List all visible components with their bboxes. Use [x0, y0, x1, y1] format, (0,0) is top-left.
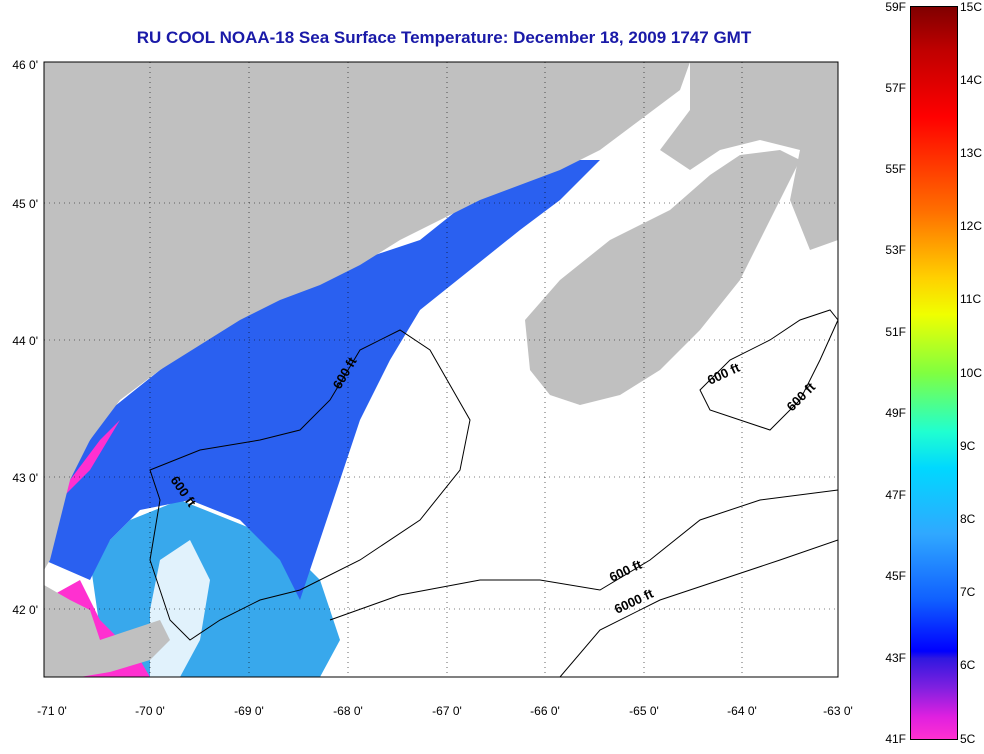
cbar-f-53: 53F	[885, 243, 906, 257]
cbar-c-15: 15C	[960, 0, 983, 14]
cbar-f-55: 55F	[885, 162, 906, 176]
x-label-71: -71 0'	[37, 704, 67, 718]
cbar-f-57: 57F	[885, 81, 906, 95]
cbar-c-9: 9C	[960, 439, 976, 453]
contour-600ft-georges	[329, 489, 838, 621]
contour-600ft-gulf	[149, 329, 471, 641]
land-maine	[44, 62, 690, 570]
x-label-63: -63 0'	[823, 704, 853, 718]
cbar-f-49: 49F	[885, 406, 906, 420]
x-label-64: -64 0'	[727, 704, 757, 718]
map-frame	[43, 61, 839, 678]
land-cape-cod	[44, 585, 170, 677]
cbar-f-45: 45F	[885, 569, 906, 583]
cbar-f-47: 47F	[885, 488, 906, 502]
y-label-45: 45 0'	[12, 197, 38, 211]
cbar-c-8: 8C	[960, 512, 976, 526]
cbar-f-59: 59F	[885, 0, 906, 14]
cbar-f-51: 51F	[885, 325, 906, 339]
cbar-c-14: 14C	[960, 73, 983, 87]
cbar-c-13: 13C	[960, 146, 983, 160]
sst-region-main	[44, 160, 600, 600]
land-new-brunswick	[660, 62, 838, 250]
cbar-c-12: 12C	[960, 219, 983, 233]
land-nova-scotia	[525, 150, 800, 405]
temperature-colorbar	[910, 6, 958, 740]
cbar-c-10: 10C	[960, 366, 983, 380]
x-label-66: -66 0'	[530, 704, 560, 718]
y-label-44: 44 0'	[12, 334, 38, 348]
cbar-c-5: 5C	[960, 732, 976, 746]
contour-6000ft	[559, 539, 838, 677]
x-label-65: -65 0'	[629, 704, 659, 718]
x-label-68: -68 0'	[333, 704, 363, 718]
cbar-f-43: 43F	[885, 651, 906, 665]
bay-of-fundy	[520, 165, 700, 300]
y-label-42: 42 0'	[12, 603, 38, 617]
cbar-c-6: 6C	[960, 658, 976, 672]
cbar-c-7: 7C	[960, 585, 976, 599]
y-label-46: 46 0'	[12, 58, 38, 72]
map-title: RU COOL NOAA-18 Sea Surface Temperature:…	[136, 28, 752, 47]
cbar-f-41: 41F	[885, 732, 906, 746]
sst-coastal-cold-2	[60, 420, 120, 500]
x-label-69: -69 0'	[234, 704, 264, 718]
cbar-c-11: 11C	[960, 292, 982, 306]
x-label-67: -67 0'	[432, 704, 462, 718]
y-label-43: 43 0'	[12, 471, 38, 485]
x-label-70: -70 0'	[135, 704, 165, 718]
